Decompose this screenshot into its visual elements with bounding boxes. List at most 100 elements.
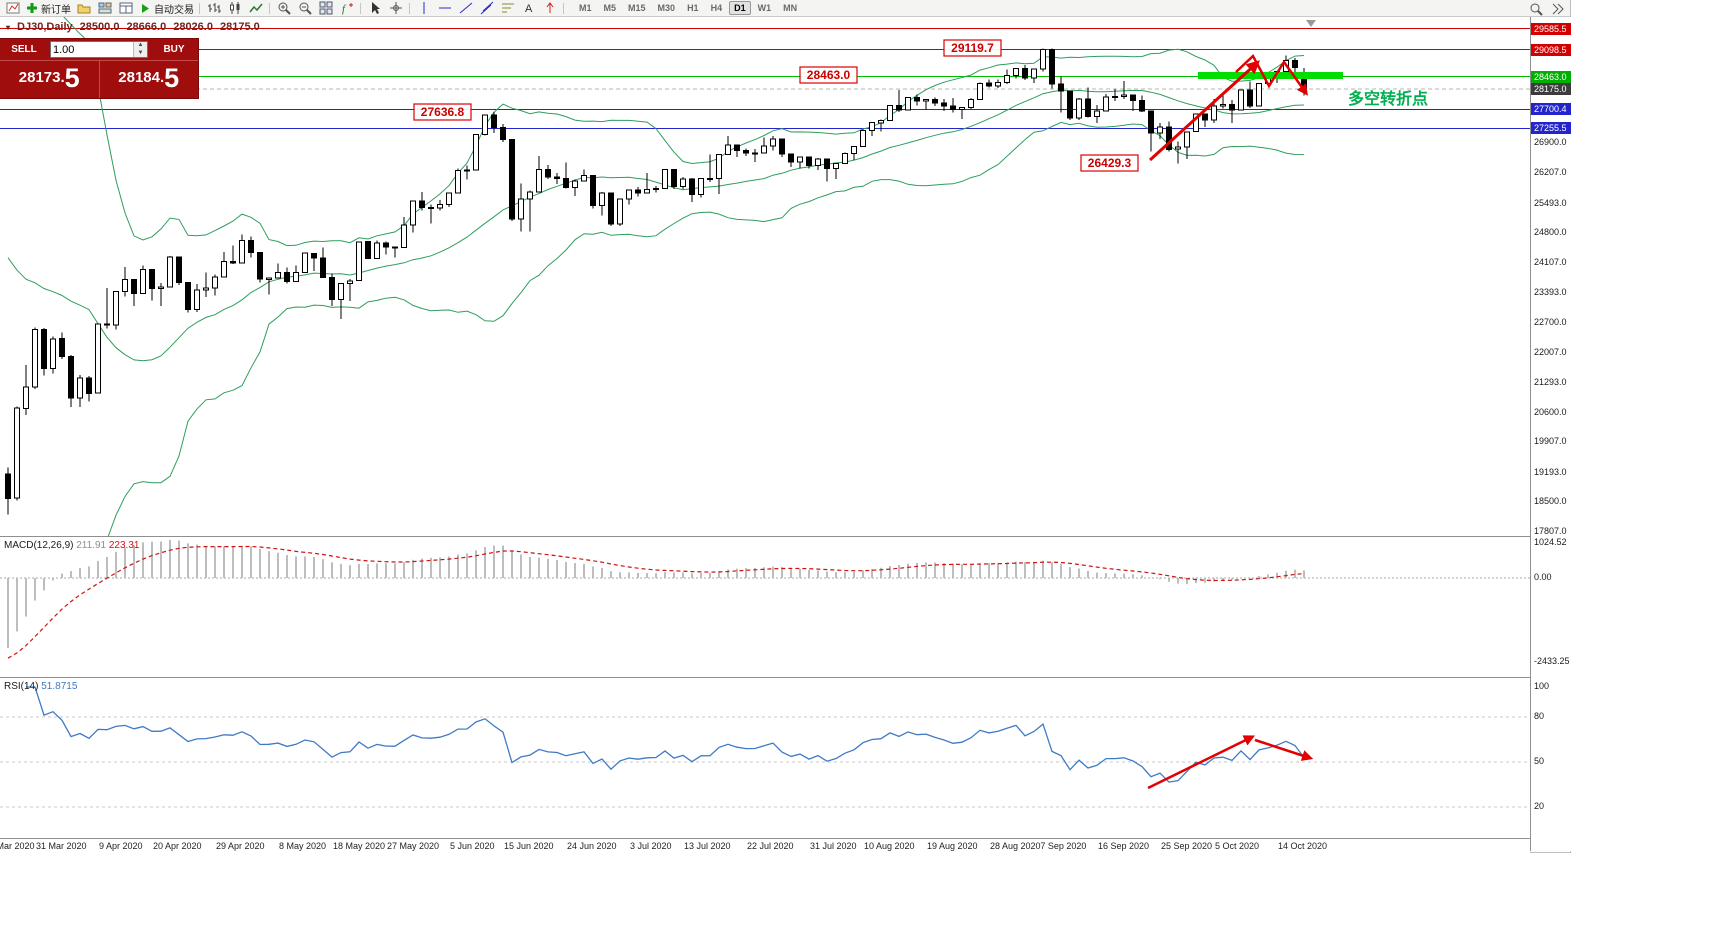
panel-separator[interactable] bbox=[0, 677, 1530, 678]
price-axis[interactable]: 26900.0 26207.0 25493.0 24800.0 24107.0 23393… bbox=[1530, 17, 1571, 851]
toolbar-separator bbox=[409, 2, 410, 14]
new-chart-icon[interactable] bbox=[2, 1, 23, 16]
timeframe-d1-button[interactable]: D1 bbox=[729, 1, 751, 15]
horizontal-line-icon bbox=[438, 7, 451, 9]
bar-chart-icon bbox=[207, 3, 221, 13]
search-icon[interactable] bbox=[1525, 1, 1546, 16]
price-axis-label: 19193.0 bbox=[1534, 466, 1567, 477]
rsi-label: RSI(14) 51.8715 bbox=[4, 681, 78, 692]
vertical-line-icon bbox=[423, 2, 424, 14]
play-icon bbox=[142, 4, 149, 13]
volume-box: ▲ ▼ bbox=[50, 41, 148, 58]
rsi-indicator-panel[interactable] bbox=[0, 678, 1530, 837]
date-axis-label: 29 Apr 2020 bbox=[216, 841, 265, 851]
chart-low-value: 28026.0 bbox=[173, 21, 213, 33]
svg-text:多空转折点: 多空转折点 bbox=[1348, 89, 1428, 108]
fibonacci-icon[interactable] bbox=[497, 1, 518, 16]
timeframe-m15-button[interactable]: M15 bbox=[628, 3, 646, 13]
date-axis-label: 20 Apr 2020 bbox=[153, 841, 202, 851]
new-chart-icon bbox=[6, 2, 19, 14]
buy-button[interactable]: BUY bbox=[150, 39, 198, 60]
horizontal-line-icon[interactable] bbox=[434, 1, 455, 16]
macd-label: MACD(12,26,9) 211.91 223.31 bbox=[4, 540, 140, 551]
volume-input[interactable] bbox=[51, 42, 133, 57]
price-axis-label: 0.00 bbox=[1534, 572, 1552, 582]
trendline-icon[interactable] bbox=[455, 1, 476, 16]
data-window-icon bbox=[119, 2, 132, 14]
sell-button[interactable]: SELL bbox=[0, 39, 48, 60]
price-axis-label: 20 bbox=[1534, 801, 1545, 811]
cursor-icon[interactable] bbox=[364, 1, 385, 16]
toolbar-separator bbox=[360, 2, 361, 14]
timeframe-m1-button[interactable]: M1 bbox=[579, 3, 592, 13]
price-badge: 28463.0 bbox=[1531, 70, 1571, 83]
profiles-icon bbox=[77, 4, 90, 14]
sell-price[interactable]: 28173. 5 bbox=[0, 61, 100, 98]
volume-increase-button[interactable]: ▲ bbox=[134, 42, 147, 50]
date-axis-label: 5 Oct 2020 bbox=[1215, 841, 1260, 851]
arrows-icon[interactable] bbox=[539, 1, 560, 16]
price-axis-label: 100 bbox=[1534, 681, 1550, 691]
price-badge: 27700.4 bbox=[1531, 103, 1571, 116]
price-axis-label: 26900.0 bbox=[1534, 137, 1567, 148]
price-badge: 27255.5 bbox=[1531, 122, 1571, 135]
charts-grid-icon[interactable] bbox=[94, 1, 115, 16]
macd-indicator-panel[interactable] bbox=[0, 537, 1530, 677]
tile-windows-icon[interactable] bbox=[315, 1, 336, 16]
text-icon[interactable]: A bbox=[518, 1, 539, 16]
date-axis-label: 24 Jun 2020 bbox=[567, 841, 617, 851]
price-axis-label: 22007.0 bbox=[1534, 346, 1567, 357]
chart-high-value: 28666.0 bbox=[126, 21, 167, 33]
date-axis-label: 31 Mar 2020 bbox=[36, 841, 87, 851]
mt4-window: 新订单 自动交易 f A M1 M5 M15 M30 H1 H4 D1 W1 MN ▾ DJ30,Da… bbox=[0, 0, 1571, 853]
toolbar: 新订单 自动交易 f A M1 M5 M15 M30 H1 H4 D1 W1 MN bbox=[0, 0, 1570, 17]
price-axis-label: 20600.0 bbox=[1534, 406, 1567, 417]
bar-chart-icon[interactable] bbox=[203, 1, 224, 16]
date-axis-label: 3 Jul 2020 bbox=[630, 841, 672, 851]
main-price-chart[interactable]: 29119.7 28463.0 27636.8 26429.3 多空转折点 bbox=[0, 17, 1530, 536]
channel-icon[interactable] bbox=[476, 1, 497, 16]
timeframe-m5-button[interactable]: M5 bbox=[603, 3, 617, 13]
price-axis-label: 21293.0 bbox=[1534, 377, 1567, 388]
volume-spinner: ▲ ▼ bbox=[133, 42, 147, 57]
date-axis-label: 5 Jun 2020 bbox=[450, 841, 495, 851]
volume-decrease-button[interactable]: ▼ bbox=[134, 49, 147, 57]
svg-text:f: f bbox=[342, 3, 347, 15]
rsi-value: 51.8715 bbox=[41, 681, 78, 692]
price-axis-label: 25493.0 bbox=[1534, 197, 1567, 208]
vertical-line-icon[interactable] bbox=[413, 1, 434, 16]
svg-text:26429.3: 26429.3 bbox=[1088, 156, 1132, 170]
timeframe-m30-button[interactable]: M30 bbox=[657, 3, 676, 13]
zoom-out-icon[interactable] bbox=[294, 1, 315, 16]
pointer-icon[interactable] bbox=[1546, 1, 1567, 16]
macd-signal-value: 223.31 bbox=[108, 540, 140, 551]
chart-shift-marker bbox=[1306, 20, 1316, 27]
macd-signal-line bbox=[7, 545, 1305, 659]
macd-main-value: 211.91 bbox=[76, 540, 107, 551]
profiles-icon[interactable] bbox=[73, 1, 94, 16]
panel-separator[interactable] bbox=[0, 536, 1530, 537]
zoom-in-icon[interactable] bbox=[273, 1, 294, 16]
candlestick-chart-icon[interactable] bbox=[224, 1, 245, 16]
date-axis-label: 15 Jun 2020 bbox=[504, 841, 554, 851]
timeframe-h4-button[interactable]: H4 bbox=[710, 3, 723, 13]
timeframe-w1-button[interactable]: W1 bbox=[757, 3, 772, 13]
timeframe-mn-button[interactable]: MN bbox=[783, 3, 798, 13]
chart-close-value: 28175.0 bbox=[219, 21, 260, 33]
svg-text:27636.8: 27636.8 bbox=[421, 105, 465, 119]
crosshair-icon[interactable] bbox=[385, 1, 406, 16]
fibonacci-icon bbox=[501, 3, 514, 13]
indicators-icon[interactable]: f bbox=[336, 1, 357, 16]
line-chart-icon[interactable] bbox=[245, 1, 266, 16]
date-axis-label: 14 Oct 2020 bbox=[1278, 841, 1328, 851]
date-axis-label: 23 Mar 2020 bbox=[0, 841, 35, 851]
zoom-in-icon bbox=[278, 2, 291, 15]
svg-text:A: A bbox=[525, 3, 533, 15]
buy-price[interactable]: 28184. 5 bbox=[100, 61, 199, 98]
auto-trading-button[interactable]: 自动交易 bbox=[136, 1, 196, 16]
data-window-icon[interactable] bbox=[115, 1, 136, 16]
chart-symbol-dropdown-icon[interactable]: ▾ bbox=[6, 22, 11, 32]
new-order-button[interactable]: 新订单 bbox=[23, 1, 73, 16]
timeframe-h1-button[interactable]: H1 bbox=[687, 3, 699, 13]
